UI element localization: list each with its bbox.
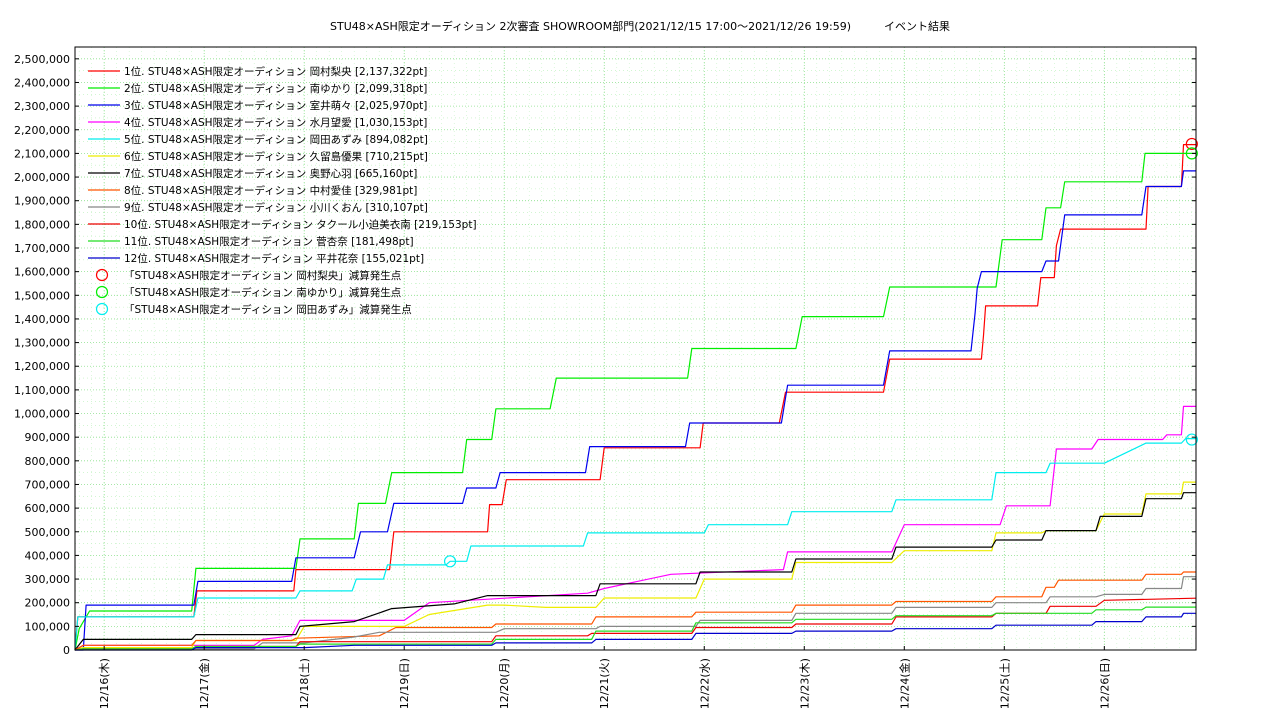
legend-label-9: 9位. STU48×ASH限定オーディション 小川くおん [310,107pt] xyxy=(124,201,428,214)
y-tick-label: 1,400,000 xyxy=(14,313,70,326)
plot-frame xyxy=(74,46,1197,651)
marker-layer xyxy=(443,137,1198,568)
x-tick-label: 12/24(金) xyxy=(897,658,911,709)
legend-label-1: 1位. STU48×ASH限定オーディション 岡村梨央 [2,137,322pt… xyxy=(124,65,427,78)
y-tick-label: 0 xyxy=(63,644,70,657)
subtraction-marker-3 xyxy=(1185,433,1198,446)
y-tick-label: 600,000 xyxy=(25,502,71,515)
legend-label-7: 7位. STU48×ASH限定オーディション 奥野心羽 [665,160pt] xyxy=(124,167,417,180)
x-tick-label: 12/23(木) xyxy=(798,658,811,709)
y-tick-label: 500,000 xyxy=(25,526,71,539)
y-tick-label: 2,100,000 xyxy=(14,147,70,160)
legend-layer: 1位. STU48×ASH限定オーディション 岡村梨央 [2,137,322pt… xyxy=(88,65,477,316)
legend-label-10: 10位. STU48×ASH限定オーディション タクール小迫美衣南 [219,1… xyxy=(124,218,477,231)
legend-label-5: 5位. STU48×ASH限定オーディション 岡田あずみ [894,082pt] xyxy=(124,133,428,146)
x-tick-label: 12/25(土) xyxy=(998,658,1011,709)
legend-marker-swatch-2 xyxy=(95,285,109,299)
series-line-10 xyxy=(74,597,1197,651)
y-tick-label: 400,000 xyxy=(25,549,71,562)
y-tick-label: 1,800,000 xyxy=(14,218,70,231)
y-tick-label: 2,000,000 xyxy=(14,171,70,184)
chart-title: STU48×ASH限定オーディション 2次審査 SHOWROOM部門(2021/… xyxy=(330,20,950,33)
y-tick-label: 2,200,000 xyxy=(14,124,70,137)
series-line-4 xyxy=(74,405,1196,651)
x-tick-label: 12/19(日) xyxy=(398,658,411,709)
y-tick-label: 1,100,000 xyxy=(14,384,70,397)
legend-label-2: 2位. STU48×ASH限定オーディション 南ゆかり [2,099,318pt… xyxy=(124,82,427,95)
y-tick-label: 1,000,000 xyxy=(14,408,70,421)
x-tick-label: 12/22(水) xyxy=(698,658,711,709)
x-tick-label: 12/18(土) xyxy=(298,658,311,709)
y-tick-label: 800,000 xyxy=(25,455,71,468)
y-tick-label: 100,000 xyxy=(25,620,71,633)
y-tick-label: 2,500,000 xyxy=(14,53,70,66)
series-line-7 xyxy=(74,492,1196,651)
legend-label-12: 12位. STU48×ASH限定オーディション 平井花奈 [155,021pt] xyxy=(124,252,424,265)
legend-marker-label-2: 「STU48×ASH限定オーディション 南ゆかり」減算発生点 xyxy=(124,286,401,299)
legend-marker-swatch-3 xyxy=(95,302,109,316)
y-tick-label: 1,500,000 xyxy=(14,289,70,302)
series-line-9 xyxy=(74,576,1196,651)
y-tick-label: 700,000 xyxy=(25,478,71,491)
series-line-6 xyxy=(74,481,1196,651)
y-tick-label: 200,000 xyxy=(25,597,71,610)
series-line-3 xyxy=(75,170,1196,651)
series-line-5 xyxy=(74,438,1196,651)
y-tick-label: 2,400,000 xyxy=(14,76,70,89)
legend-marker-swatch-1 xyxy=(95,268,109,282)
legend-label-11: 11位. STU48×ASH限定オーディション 菅杏奈 [181,498pt] xyxy=(124,235,414,248)
y-tick-label: 900,000 xyxy=(25,431,71,444)
legend-marker-label-1: 「STU48×ASH限定オーディション 岡村梨央」減算発生点 xyxy=(124,269,401,282)
legend-label-4: 4位. STU48×ASH限定オーディション 水月望愛 [1,030,153pt… xyxy=(124,116,427,129)
series-line-11 xyxy=(74,606,1196,651)
x-tick-label: 12/26(日) xyxy=(1098,658,1111,709)
x-tick-label: 12/17(金) xyxy=(197,658,211,709)
legend-label-6: 6位. STU48×ASH限定オーディション 久留島優果 [710,215pt] xyxy=(124,150,428,163)
subtraction-marker-1 xyxy=(1185,137,1198,151)
legend-label-3: 3位. STU48×ASH限定オーディション 室井萌々 [2,025,970pt… xyxy=(124,99,427,112)
series-layer xyxy=(74,144,1197,651)
series-line-2 xyxy=(74,152,1196,651)
subtraction-marker-3 xyxy=(443,555,457,568)
y-tick-label: 2,300,000 xyxy=(14,100,70,113)
y-tick-label: 1,900,000 xyxy=(14,195,70,208)
legend-label-8: 8位. STU48×ASH限定オーディション 中村愛佳 [329,981pt] xyxy=(124,184,417,197)
series-line-8 xyxy=(74,571,1196,651)
y-tick-label: 1,600,000 xyxy=(14,266,70,279)
legend-marker-label-3: 「STU48×ASH限定オーディション 岡田あずみ」減算発生点 xyxy=(124,303,412,316)
y-tick-label: 1,300,000 xyxy=(14,337,70,350)
y-tick-label: 1,700,000 xyxy=(14,242,70,255)
x-tick-label: 12/16(木) xyxy=(98,658,111,709)
x-tick-label: 12/20(月) xyxy=(498,658,511,709)
y-tick-label: 300,000 xyxy=(25,573,71,586)
subtraction-marker-2 xyxy=(1185,147,1198,160)
axis-layer: 0 100,000 200,000 300,000 400,000 500,000 600,… xyxy=(14,53,1196,709)
series-line-12 xyxy=(75,612,1196,651)
x-tick-label: 12/21(火) xyxy=(598,658,611,709)
y-tick-label: 1,200,000 xyxy=(14,360,70,373)
